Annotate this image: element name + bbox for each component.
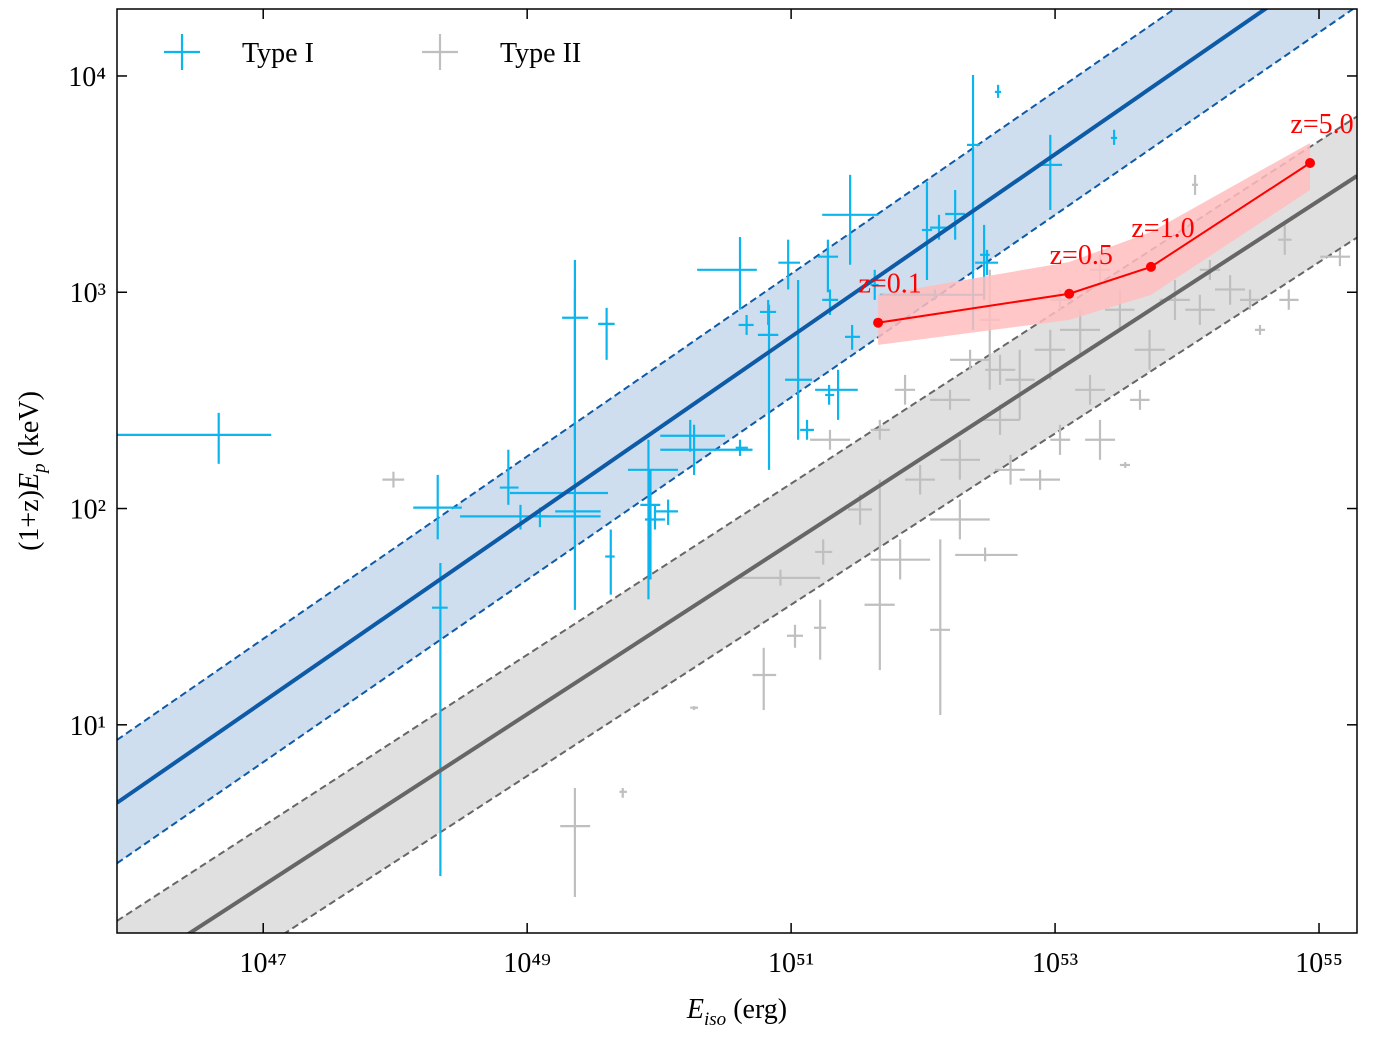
- y-tick-label: 10³: [70, 278, 106, 309]
- x-tick-label: 10⁵¹: [768, 948, 814, 979]
- x-tick-label: 10⁵³: [1032, 948, 1078, 979]
- track-point: [1064, 288, 1075, 299]
- axes-frame: [116, 8, 1358, 934]
- track-label: z=0.5: [1050, 240, 1113, 271]
- plot-area: [117, 9, 1357, 933]
- fit-line: [117, 9, 1269, 805]
- track-label: z=1.0: [1131, 213, 1194, 244]
- track-point: [1305, 157, 1316, 168]
- x-tick-label: 10⁴⁹: [503, 948, 551, 979]
- y-tick-label: 10⁴: [68, 62, 106, 93]
- track-point: [1145, 261, 1156, 272]
- x-tick-label: 10⁴⁷: [239, 948, 287, 979]
- y-label-unit: (keV): [14, 391, 45, 463]
- legend-label: Type I: [242, 38, 314, 69]
- y-axis-label: (1+z)Ep (keV): [14, 391, 50, 551]
- y-label-symbol: E: [14, 473, 45, 491]
- track-line: [877, 162, 1311, 324]
- y-label-subscript: p: [29, 463, 50, 475]
- fit-band-lower: [283, 236, 1357, 933]
- fit-line: [186, 174, 1357, 933]
- fit-band-upper: [117, 9, 1177, 741]
- x-label-subscript: iso: [704, 1009, 726, 1030]
- track-point: [873, 317, 884, 328]
- x-axis-label: Eiso (erg): [686, 994, 787, 1030]
- x-tick-label: 10⁵⁵: [1295, 948, 1343, 979]
- y-label-prefix: (1+z): [14, 490, 45, 551]
- x-label-symbol: E: [686, 994, 704, 1025]
- track-band: [878, 142, 1311, 345]
- fit-band-upper: [117, 115, 1357, 922]
- fit-band-lower: [117, 9, 1355, 865]
- legend-label: Type II: [500, 38, 581, 69]
- x-label-unit: (erg): [726, 994, 787, 1025]
- track-label: z=5.0: [1290, 109, 1353, 140]
- y-tick-label: 10²: [70, 495, 106, 526]
- track-label: z=0.1: [858, 269, 921, 300]
- y-tick-label: 10¹: [70, 711, 106, 742]
